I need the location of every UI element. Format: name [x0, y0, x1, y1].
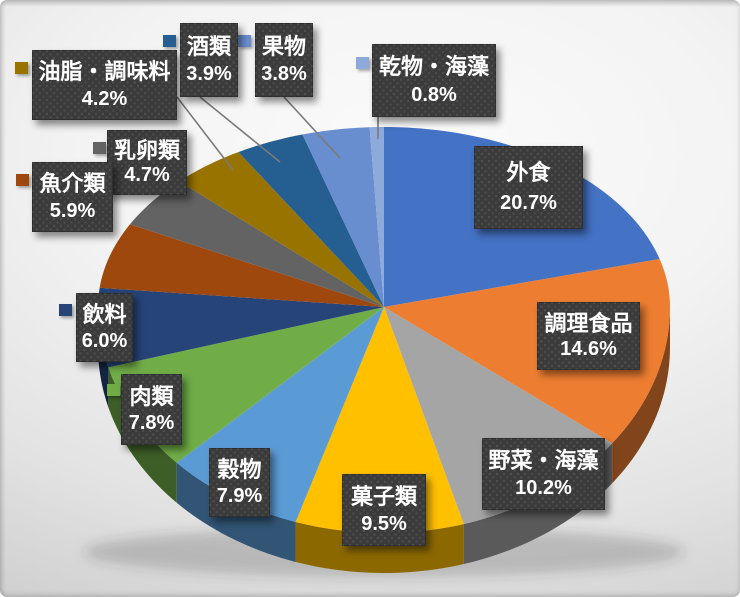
legend-swatch-gyokairui [16, 174, 29, 186]
category-name: 果物 [261, 33, 306, 59]
pie-slice-5[interactable] [108, 307, 384, 463]
category-name: 菓子類 [350, 483, 417, 509]
legend-swatch-inryou [59, 304, 72, 316]
legend-swatch-nikurui [107, 384, 120, 396]
category-name: 調理食品 [544, 310, 633, 336]
legend-swatch-nyuuranrui [93, 142, 106, 154]
pie-slice-9[interactable] [179, 152, 384, 307]
pie-slice-3[interactable] [295, 307, 464, 533]
category-name: 外食 [506, 159, 551, 185]
category-percent: 9.5% [361, 513, 407, 536]
category-name: 油脂・調味料 [38, 59, 171, 85]
data-label-sakerui[interactable]: 酒類 3.9% [180, 23, 238, 97]
data-label-inryou[interactable]: 飲料 6.0% [76, 293, 133, 362]
data-label-chouri-shokuhin[interactable]: 調理食品 14.6% [537, 302, 640, 370]
category-name: 野菜・海藻 [488, 447, 599, 473]
pie-slice-side-6 [98, 307, 109, 408]
category-name: 飲料 [82, 301, 127, 327]
pie-slice-1[interactable] [384, 258, 670, 444]
pie-slice-12[interactable] [369, 127, 384, 307]
category-percent: 3.8% [261, 63, 307, 86]
legend-swatch-yushi-choumiryou [15, 62, 28, 74]
data-label-kokumotsu[interactable]: 穀物 7.9% [209, 448, 270, 517]
legend-swatch-kanbutsu-kaisou [356, 57, 369, 69]
pie-slice-10[interactable] [238, 134, 384, 307]
pie-slice-7[interactable] [99, 224, 384, 307]
category-percent: 3.9% [186, 63, 232, 86]
pie-slice-6[interactable] [98, 287, 384, 368]
category-percent: 7.8% [128, 412, 175, 435]
data-label-yushi-choumiryou[interactable]: 油脂・調味料 4.2% [32, 50, 177, 120]
data-label-kashirui[interactable]: 菓子類 9.5% [342, 474, 426, 546]
legend-swatch-sakerui [163, 35, 176, 47]
category-name: 魚介類 [39, 171, 106, 197]
legend-swatch-kudamono [238, 35, 251, 47]
pie-slice-side-3 [295, 521, 464, 573]
category-percent: 5.9% [49, 199, 96, 222]
data-label-kudamono[interactable]: 果物 3.8% [255, 23, 313, 97]
data-label-nyuuranrui[interactable]: 乳卵類 4.7% [107, 130, 187, 195]
category-percent: 4.2% [81, 87, 128, 110]
category-name: 穀物 [217, 456, 262, 482]
category-percent: 10.2% [515, 477, 572, 500]
pie-slice-side-1 [612, 307, 670, 484]
pie-slice-11[interactable] [302, 127, 384, 307]
data-label-gaishoku[interactable]: 外食 20.7% [474, 146, 583, 229]
data-label-gyokairui[interactable]: 魚介類 5.9% [32, 162, 113, 232]
leader-line [283, 96, 341, 159]
data-label-kanbutsu-kaisou[interactable]: 乾物・海藻 0.8% [372, 44, 496, 117]
data-label-yasai-kaisou[interactable]: 野菜・海藻 10.2% [482, 438, 605, 510]
category-percent: 4.7% [124, 164, 170, 187]
category-name: 乳卵類 [113, 137, 180, 163]
data-label-nikurui[interactable]: 肉類 7.8% [121, 374, 182, 445]
category-name: 酒類 [186, 33, 231, 59]
category-percent: 6.0% [81, 330, 128, 353]
leader-lines [176, 96, 379, 171]
pie-slice-8[interactable] [129, 181, 384, 307]
category-percent: 20.7% [500, 192, 557, 215]
leader-line [176, 96, 234, 171]
pie-slice-side-2 [463, 443, 613, 565]
category-name: 乾物・海藻 [378, 54, 489, 80]
pie-slice-side-4 [176, 462, 296, 562]
leader-line [199, 96, 281, 163]
category-percent: 7.9% [216, 485, 263, 508]
category-percent: 14.6% [560, 338, 617, 361]
category-name: 肉類 [129, 383, 174, 409]
category-percent: 0.8% [411, 83, 457, 106]
